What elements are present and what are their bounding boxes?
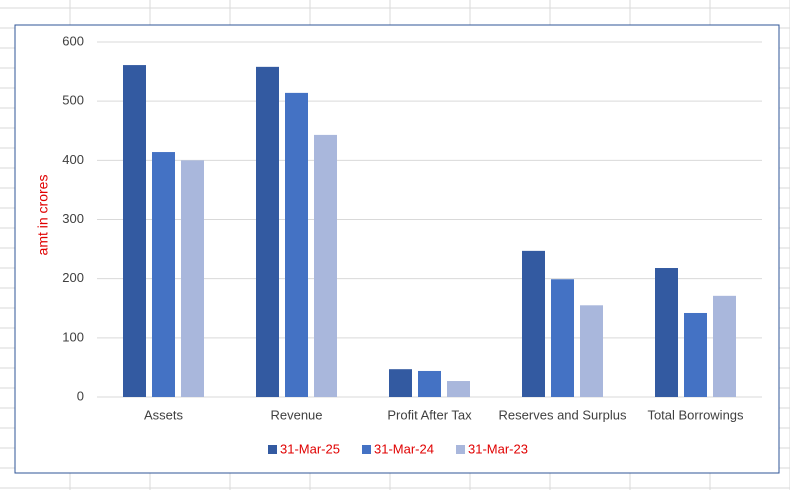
bar <box>389 369 412 397</box>
bar <box>181 160 204 397</box>
bar <box>418 370 441 397</box>
legend-swatch <box>362 445 371 454</box>
legend-swatch <box>268 445 277 454</box>
legend-label: 31-Mar-24 <box>374 441 434 456</box>
y-axis-label: amt in crores <box>35 175 51 256</box>
y-tick-label: 100 <box>62 329 84 344</box>
bar <box>256 66 279 397</box>
y-tick-label: 600 <box>62 33 84 48</box>
bar <box>447 381 470 397</box>
x-tick-label: Revenue <box>270 407 322 422</box>
bar <box>152 152 175 397</box>
bar <box>713 295 736 397</box>
bar <box>314 134 337 397</box>
bar <box>551 279 574 397</box>
y-tick-label: 200 <box>62 270 84 285</box>
bar <box>580 305 603 397</box>
bar <box>655 268 678 397</box>
y-tick-label: 0 <box>77 388 84 403</box>
y-tick-label: 500 <box>62 93 84 108</box>
bar <box>522 250 545 397</box>
x-tick-label: Assets <box>144 407 184 422</box>
legend-swatch <box>456 445 465 454</box>
y-tick-label: 400 <box>62 152 84 167</box>
x-tick-label: Profit After Tax <box>387 407 472 422</box>
bar <box>684 312 707 397</box>
x-tick-label: Reserves and Surplus <box>499 407 627 422</box>
legend-label: 31-Mar-23 <box>468 441 528 456</box>
legend-label: 31-Mar-25 <box>280 441 340 456</box>
y-tick-label: 300 <box>62 211 84 226</box>
x-tick-label: Total Borrowings <box>647 407 744 422</box>
bar <box>123 65 146 397</box>
bar <box>285 92 308 397</box>
